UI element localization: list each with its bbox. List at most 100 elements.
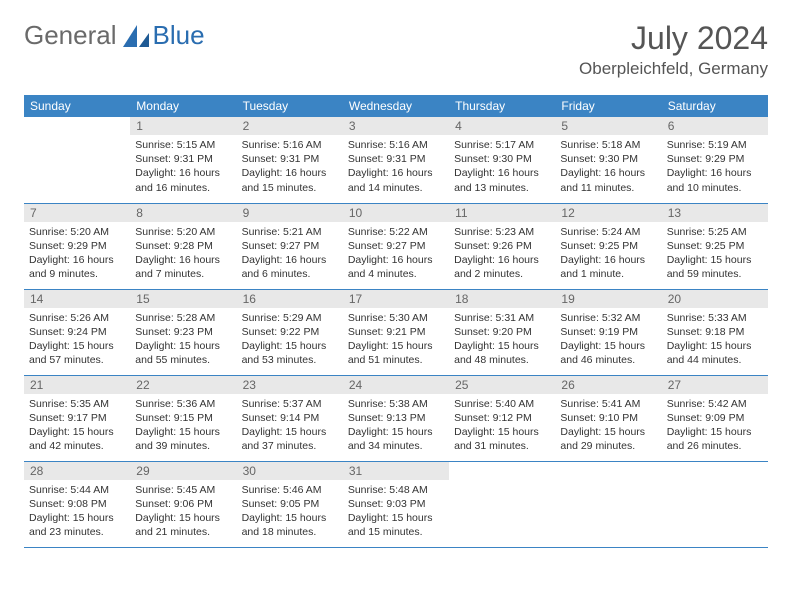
daylight-line: Daylight: 15 hours and 53 minutes.: [242, 339, 338, 367]
sunrise-line: Sunrise: 5:28 AM: [135, 311, 231, 325]
daylight-line: Daylight: 16 hours and 14 minutes.: [348, 166, 444, 194]
calendar-day-cell: [449, 461, 555, 547]
calendar-day-cell: 18Sunrise: 5:31 AMSunset: 9:20 PMDayligh…: [449, 289, 555, 375]
sunrise-line: Sunrise: 5:37 AM: [242, 397, 338, 411]
brand-text-2: Blue: [153, 20, 205, 51]
daylight-line: Daylight: 15 hours and 34 minutes.: [348, 425, 444, 453]
calendar-body: 1Sunrise: 5:15 AMSunset: 9:31 PMDaylight…: [24, 117, 768, 547]
weekday-header: Saturday: [662, 95, 768, 117]
sunset-line: Sunset: 9:13 PM: [348, 411, 444, 425]
day-number: 9: [237, 204, 343, 222]
day-details: Sunrise: 5:23 AMSunset: 9:26 PMDaylight:…: [449, 222, 555, 287]
calendar-day-cell: 27Sunrise: 5:42 AMSunset: 9:09 PMDayligh…: [662, 375, 768, 461]
sunrise-line: Sunrise: 5:20 AM: [135, 225, 231, 239]
sunrise-line: Sunrise: 5:17 AM: [454, 138, 550, 152]
daylight-line: Daylight: 15 hours and 18 minutes.: [242, 511, 338, 539]
calendar-day-cell: 25Sunrise: 5:40 AMSunset: 9:12 PMDayligh…: [449, 375, 555, 461]
day-details: Sunrise: 5:29 AMSunset: 9:22 PMDaylight:…: [237, 308, 343, 373]
calendar-day-cell: 15Sunrise: 5:28 AMSunset: 9:23 PMDayligh…: [130, 289, 236, 375]
day-details: Sunrise: 5:31 AMSunset: 9:20 PMDaylight:…: [449, 308, 555, 373]
calendar-table: Sunday Monday Tuesday Wednesday Thursday…: [24, 95, 768, 548]
daylight-line: Daylight: 16 hours and 11 minutes.: [560, 166, 656, 194]
calendar-day-cell: 10Sunrise: 5:22 AMSunset: 9:27 PMDayligh…: [343, 203, 449, 289]
daylight-line: Daylight: 15 hours and 29 minutes.: [560, 425, 656, 453]
day-details: Sunrise: 5:21 AMSunset: 9:27 PMDaylight:…: [237, 222, 343, 287]
calendar-day-cell: 21Sunrise: 5:35 AMSunset: 9:17 PMDayligh…: [24, 375, 130, 461]
sunrise-line: Sunrise: 5:19 AM: [667, 138, 763, 152]
day-details: Sunrise: 5:41 AMSunset: 9:10 PMDaylight:…: [555, 394, 661, 459]
sunset-line: Sunset: 9:09 PM: [667, 411, 763, 425]
calendar-day-cell: [555, 461, 661, 547]
sunrise-line: Sunrise: 5:26 AM: [29, 311, 125, 325]
daylight-line: Daylight: 15 hours and 59 minutes.: [667, 253, 763, 281]
sunrise-line: Sunrise: 5:15 AM: [135, 138, 231, 152]
sunrise-line: Sunrise: 5:21 AM: [242, 225, 338, 239]
weekday-header-row: Sunday Monday Tuesday Wednesday Thursday…: [24, 95, 768, 117]
day-number: 18: [449, 290, 555, 308]
sunset-line: Sunset: 9:10 PM: [560, 411, 656, 425]
day-number: 14: [24, 290, 130, 308]
sunrise-line: Sunrise: 5:24 AM: [560, 225, 656, 239]
sunrise-line: Sunrise: 5:16 AM: [348, 138, 444, 152]
calendar-day-cell: 11Sunrise: 5:23 AMSunset: 9:26 PMDayligh…: [449, 203, 555, 289]
daylight-line: Daylight: 15 hours and 44 minutes.: [667, 339, 763, 367]
calendar-day-cell: 29Sunrise: 5:45 AMSunset: 9:06 PMDayligh…: [130, 461, 236, 547]
day-number: 31: [343, 462, 449, 480]
sunrise-line: Sunrise: 5:35 AM: [29, 397, 125, 411]
sunset-line: Sunset: 9:05 PM: [242, 497, 338, 511]
daylight-line: Daylight: 15 hours and 42 minutes.: [29, 425, 125, 453]
calendar-week-row: 1Sunrise: 5:15 AMSunset: 9:31 PMDaylight…: [24, 117, 768, 203]
day-details: Sunrise: 5:38 AMSunset: 9:13 PMDaylight:…: [343, 394, 449, 459]
day-details: Sunrise: 5:18 AMSunset: 9:30 PMDaylight:…: [555, 135, 661, 200]
sunrise-line: Sunrise: 5:25 AM: [667, 225, 763, 239]
day-number: 29: [130, 462, 236, 480]
sunrise-line: Sunrise: 5:38 AM: [348, 397, 444, 411]
day-number: 5: [555, 117, 661, 135]
sunset-line: Sunset: 9:25 PM: [667, 239, 763, 253]
sunset-line: Sunset: 9:03 PM: [348, 497, 444, 511]
daylight-line: Daylight: 15 hours and 46 minutes.: [560, 339, 656, 367]
logo-sail-icon: [121, 23, 151, 49]
sunset-line: Sunset: 9:12 PM: [454, 411, 550, 425]
daylight-line: Daylight: 16 hours and 2 minutes.: [454, 253, 550, 281]
calendar-day-cell: 17Sunrise: 5:30 AMSunset: 9:21 PMDayligh…: [343, 289, 449, 375]
month-year-title: July 2024: [579, 20, 768, 57]
sunset-line: Sunset: 9:18 PM: [667, 325, 763, 339]
day-number: 6: [662, 117, 768, 135]
sunset-line: Sunset: 9:30 PM: [560, 152, 656, 166]
calendar-day-cell: 26Sunrise: 5:41 AMSunset: 9:10 PMDayligh…: [555, 375, 661, 461]
daylight-line: Daylight: 16 hours and 7 minutes.: [135, 253, 231, 281]
day-number: 10: [343, 204, 449, 222]
calendar-day-cell: 2Sunrise: 5:16 AMSunset: 9:31 PMDaylight…: [237, 117, 343, 203]
sunset-line: Sunset: 9:29 PM: [667, 152, 763, 166]
calendar-day-cell: [662, 461, 768, 547]
sunrise-line: Sunrise: 5:32 AM: [560, 311, 656, 325]
weekday-header: Sunday: [24, 95, 130, 117]
sunrise-line: Sunrise: 5:31 AM: [454, 311, 550, 325]
weekday-header: Tuesday: [237, 95, 343, 117]
location-subtitle: Oberpleichfeld, Germany: [579, 59, 768, 79]
daylight-line: Daylight: 15 hours and 26 minutes.: [667, 425, 763, 453]
day-number: 23: [237, 376, 343, 394]
day-details: Sunrise: 5:36 AMSunset: 9:15 PMDaylight:…: [130, 394, 236, 459]
sunrise-line: Sunrise: 5:44 AM: [29, 483, 125, 497]
sunset-line: Sunset: 9:30 PM: [454, 152, 550, 166]
day-details: Sunrise: 5:35 AMSunset: 9:17 PMDaylight:…: [24, 394, 130, 459]
day-number: 20: [662, 290, 768, 308]
day-details: Sunrise: 5:15 AMSunset: 9:31 PMDaylight:…: [130, 135, 236, 200]
day-details: Sunrise: 5:16 AMSunset: 9:31 PMDaylight:…: [343, 135, 449, 200]
daylight-line: Daylight: 16 hours and 16 minutes.: [135, 166, 231, 194]
day-number: 16: [237, 290, 343, 308]
day-number: 28: [24, 462, 130, 480]
sunrise-line: Sunrise: 5:42 AM: [667, 397, 763, 411]
day-details: Sunrise: 5:46 AMSunset: 9:05 PMDaylight:…: [237, 480, 343, 545]
day-details: Sunrise: 5:20 AMSunset: 9:28 PMDaylight:…: [130, 222, 236, 287]
calendar-week-row: 28Sunrise: 5:44 AMSunset: 9:08 PMDayligh…: [24, 461, 768, 547]
day-number: 11: [449, 204, 555, 222]
weekday-header: Wednesday: [343, 95, 449, 117]
daylight-line: Daylight: 16 hours and 10 minutes.: [667, 166, 763, 194]
sunrise-line: Sunrise: 5:41 AM: [560, 397, 656, 411]
sunrise-line: Sunrise: 5:23 AM: [454, 225, 550, 239]
sunset-line: Sunset: 9:19 PM: [560, 325, 656, 339]
sunrise-line: Sunrise: 5:29 AM: [242, 311, 338, 325]
